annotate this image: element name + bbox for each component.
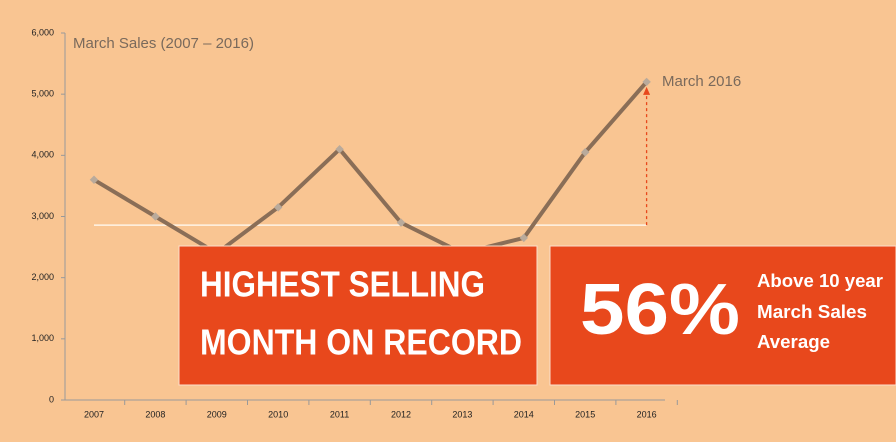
headline-box [178, 245, 538, 386]
point [89, 175, 99, 185]
x-tick-label: 2011 [330, 409, 349, 419]
note-text: March Sales [757, 302, 867, 322]
y-tick-label: 5,000 [31, 89, 54, 99]
point [396, 218, 406, 227]
y-tick-label: 2,000 [31, 272, 54, 282]
note-text: Above 10 year [757, 271, 883, 291]
y-tick-label: 3,000 [31, 211, 54, 221]
sales-line [92, 80, 649, 256]
note-text: Average [757, 332, 830, 352]
arrow-head [643, 86, 651, 95]
x-tick-label: 2015 [575, 409, 595, 419]
x-tick-label: 2007 [84, 409, 104, 419]
x-tick-label: 2012 [391, 409, 411, 419]
headline-text: HIGHEST SELLING [200, 264, 485, 305]
x-tick-label: 2010 [268, 409, 288, 419]
point [335, 144, 344, 154]
x-tick-label: 2013 [452, 409, 472, 419]
x-tick-label: 2008 [145, 409, 165, 419]
point [151, 212, 160, 221]
annotation: March 2016 [662, 73, 741, 90]
x-tick-label: 2016 [637, 409, 657, 419]
y-tick-label: 4,000 [31, 150, 54, 160]
percent-text: 56% [580, 270, 740, 350]
y-tick-label: 6,000 [31, 27, 54, 37]
x-tick-label: 2014 [514, 409, 534, 419]
y-tick-label: 0 [49, 394, 54, 404]
headline-text: MONTH ON RECORD [200, 322, 522, 363]
x-tick-label: 2009 [207, 409, 227, 419]
y-tick-label: 1,000 [31, 333, 54, 343]
point [273, 203, 283, 212]
percent-box [549, 245, 896, 386]
chart-title: March Sales (2007 – 2016) [73, 35, 254, 52]
